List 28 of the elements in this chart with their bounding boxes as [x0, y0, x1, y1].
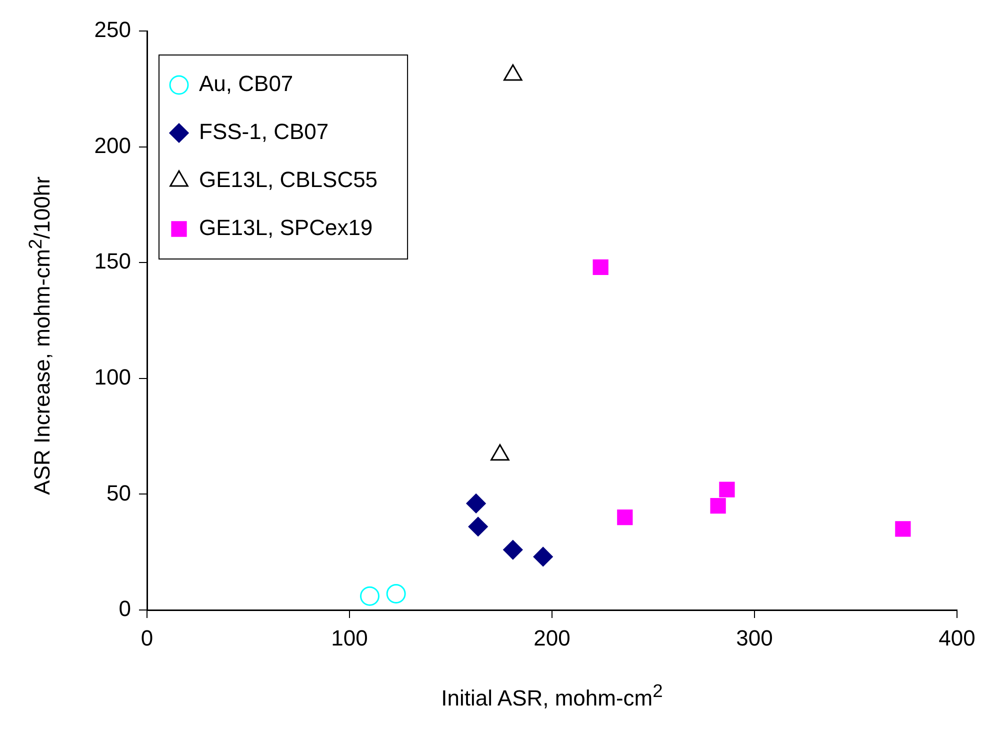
- y-tick-label: 0: [118, 596, 131, 622]
- x-tick-label: 0: [140, 625, 154, 650]
- legend-label: GE13L, SPCex19: [199, 215, 373, 240]
- legend-label: GE13L, CBLSC55: [199, 167, 378, 192]
- x-tick-label: 400: [938, 625, 976, 650]
- point: [895, 521, 911, 537]
- x-tick-label: 200: [534, 625, 570, 650]
- point: [710, 498, 726, 514]
- legend-label: Au, CB07: [199, 71, 294, 96]
- y-tick-label: 150: [94, 248, 131, 274]
- x-tick-label: 300: [736, 625, 773, 650]
- y-tick-label: 250: [94, 17, 131, 42]
- x-axis-title: Initial ASR, mohm-cm$^{2}$: [440, 680, 664, 712]
- point: [386, 584, 406, 604]
- legend-label: FSS-1, CB07: [199, 119, 329, 144]
- point: [533, 546, 553, 566]
- point: [617, 510, 633, 526]
- x-tick-label: 100: [331, 625, 368, 650]
- point: [592, 259, 608, 276]
- point: [466, 494, 486, 514]
- y-tick-label: 100: [94, 364, 131, 390]
- point: [719, 482, 735, 498]
- point: [360, 586, 380, 606]
- point: [468, 516, 488, 536]
- y-tick-label: 200: [94, 132, 131, 158]
- y-tick-label: 50: [106, 480, 131, 506]
- point: [504, 64, 522, 81]
- point: [503, 540, 523, 560]
